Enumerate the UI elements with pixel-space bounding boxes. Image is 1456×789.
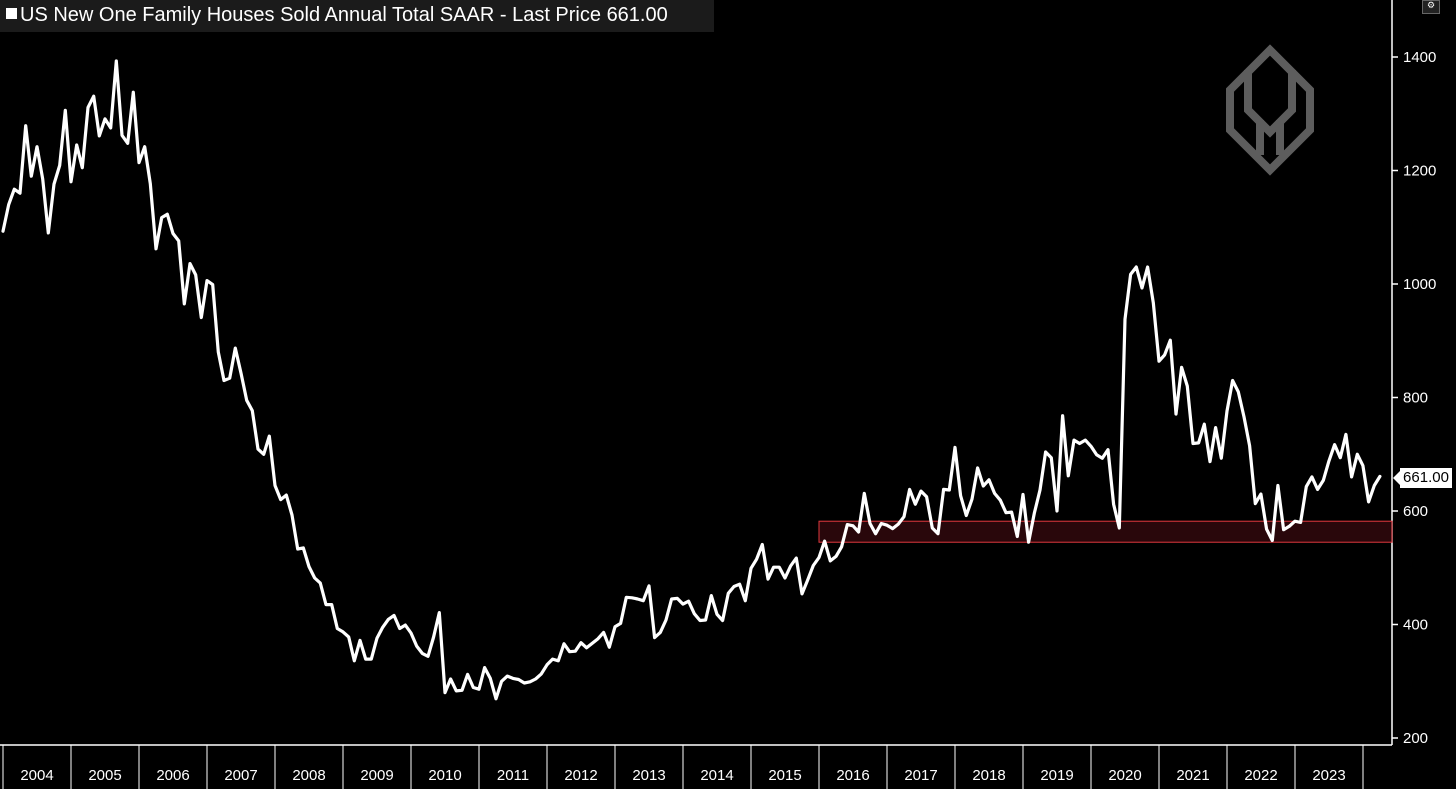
series-color-square — [6, 8, 17, 19]
series-line-new-home-sales — [1, 59, 1382, 701]
x-tick-label: 2022 — [1244, 767, 1277, 784]
y-tick-label: 1400 — [1403, 49, 1436, 66]
x-tick-label: 2016 — [836, 767, 869, 784]
settings-icon[interactable]: ⚙ — [1422, 0, 1440, 14]
x-tick-label: 2020 — [1108, 767, 1141, 784]
chart-title-bar: US New One Family Houses Sold Annual Tot… — [0, 0, 714, 32]
chart-title: US New One Family Houses Sold Annual Tot… — [20, 4, 601, 26]
x-tick-label: 2023 — [1312, 767, 1345, 784]
x-tick-label: 2006 — [156, 767, 189, 784]
x-tick-label: 2011 — [497, 767, 529, 784]
x-tick-label: 2018 — [972, 767, 1005, 784]
x-tick-label: 2005 — [88, 767, 121, 784]
y-tick-label: 1000 — [1403, 276, 1436, 293]
y-tick-label: 800 — [1403, 390, 1428, 407]
y-tick-label: 1200 — [1403, 163, 1436, 180]
x-tick-label: 2004 — [20, 767, 53, 784]
y-tick-label: 200 — [1403, 730, 1428, 747]
x-tick-label: 2013 — [632, 767, 665, 784]
x-tick-label: 2007 — [224, 767, 257, 784]
x-tick-label: 2014 — [700, 767, 733, 784]
x-tick-label: 2019 — [1040, 767, 1073, 784]
last-price-tag: 661.00 — [1393, 468, 1452, 488]
x-tick-label: 2017 — [904, 767, 937, 784]
x-tick-label: 2010 — [428, 767, 461, 784]
x-axis: 2004 2005 2006 2007 2008 2009 2010 2011 2012 2013… — [2, 745, 1364, 789]
y-axis: 200 400 600 800 1000 1200 1400 — [1392, 49, 1436, 747]
x-tick-label: 2012 — [564, 767, 597, 784]
watermark-logo-icon — [1226, 44, 1314, 176]
x-tick-label: 2008 — [292, 767, 325, 784]
x-tick-label: 2015 — [768, 767, 801, 784]
x-tick-label: 2009 — [360, 767, 393, 784]
x-tick-label: 2021 — [1176, 767, 1209, 784]
support-band — [818, 520, 1393, 543]
y-tick-label: 600 — [1403, 503, 1428, 520]
title-last-price: 661.00 — [606, 4, 668, 26]
y-tick-label: 400 — [1403, 617, 1428, 634]
